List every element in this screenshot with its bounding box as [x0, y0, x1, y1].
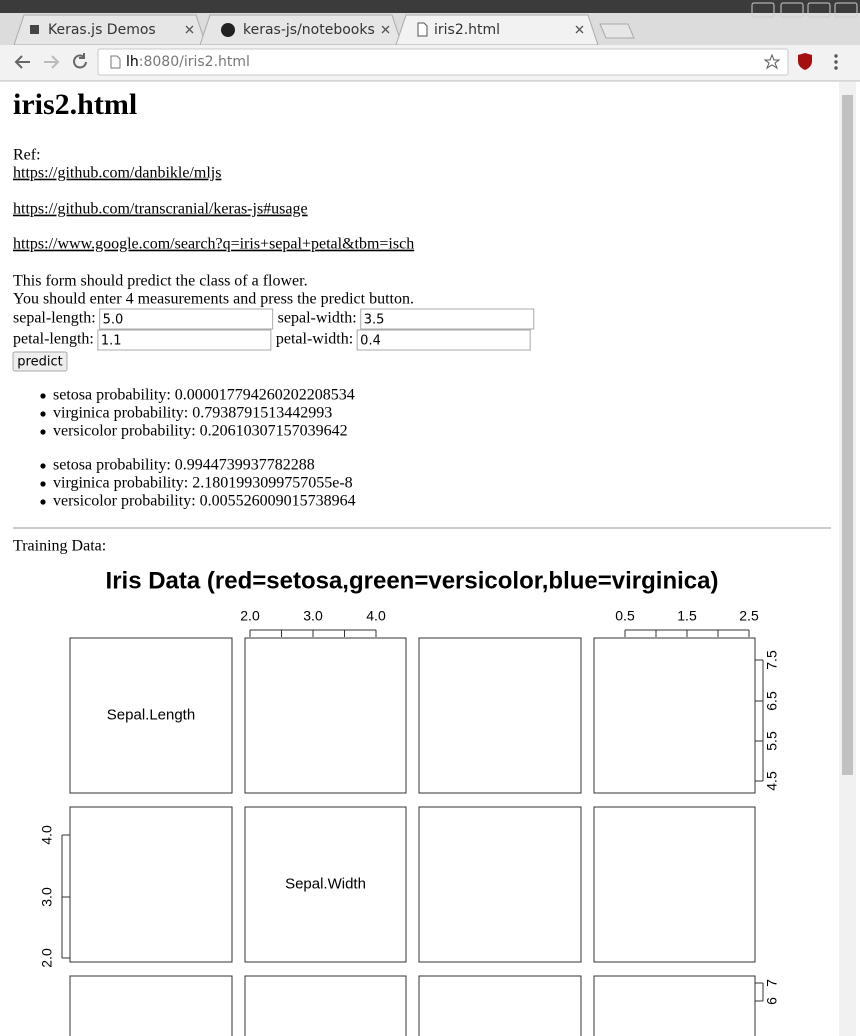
bullet — [40, 481, 46, 487]
page-icon — [110, 55, 121, 69]
tab-icon — [417, 22, 428, 37]
input-value: 0.4 — [360, 334, 381, 349]
axis-tick-label: 7.5 — [764, 650, 780, 670]
tab-icon — [30, 25, 39, 34]
tab-icon — [221, 23, 235, 37]
result-item: setosa probability: 0.9944739937782288 — [53, 457, 315, 474]
intro-text: You should enter 4 measurements and pres… — [13, 291, 414, 308]
panel-frame — [69, 975, 233, 1036]
text-input[interactable] — [97, 329, 272, 351]
input-value: 1.1 — [101, 334, 122, 349]
link[interactable]: https://github.com/transcranial/keras-js… — [13, 201, 308, 218]
panel-frame — [418, 637, 582, 794]
nav-buttons[interactable] — [14, 53, 87, 69]
axis-tick-label: 2.0 — [240, 608, 260, 624]
window-buttons — [751, 2, 858, 18]
link[interactable]: https://github.com/danbikle/mljs — [13, 165, 221, 182]
intro-text: This form should predict the class of a … — [13, 273, 308, 290]
page-heading: iris2.html — [13, 88, 137, 121]
panel-frame — [69, 637, 233, 794]
bookmark-star[interactable] — [763, 53, 781, 70]
axis-tick-label: 4.0 — [366, 608, 386, 624]
axis-tick-label: 1.5 — [677, 608, 697, 624]
axis-tick-label: 0.5 — [615, 608, 635, 624]
panel-label: Sepal.Length — [107, 706, 195, 723]
panel-frame — [244, 975, 407, 1036]
axis-tick-label: 4.5 — [764, 771, 780, 791]
bullet — [40, 429, 46, 435]
tab-title: keras-js/notebooks — [243, 22, 375, 38]
axis-tick-label: 2.0 — [39, 948, 55, 968]
tab-title: Keras.js Demos — [48, 22, 156, 38]
bullet — [40, 463, 46, 469]
axis-tick-label: 3.0 — [39, 887, 55, 907]
ref-label: Ref: — [13, 147, 41, 164]
panel-frame — [244, 806, 407, 963]
menu-button[interactable] — [834, 54, 838, 70]
panel-label: Sepal.Width — [285, 875, 366, 892]
bullet — [40, 393, 46, 399]
axis-tick-label: 2.5 — [739, 608, 759, 624]
panel-frame — [593, 637, 756, 794]
scrollbar-thumb[interactable] — [842, 95, 853, 775]
panel-frame — [593, 975, 756, 1036]
axis-tick-label: 4.0 — [39, 825, 55, 845]
panel-frame — [418, 806, 582, 963]
url-host: lh — [126, 54, 139, 70]
axis-tick-label: 3.0 — [303, 608, 323, 624]
result-item: versicolor probability: 0.00552600901573… — [53, 493, 356, 510]
link[interactable]: https://www.google.com/search?q=iris+sep… — [13, 236, 414, 253]
url-path: :8080/iris2.html — [139, 54, 250, 70]
axis-tick-label: 6 — [764, 997, 780, 1005]
tab-close-icons[interactable] — [185, 25, 584, 34]
result-item: virginica probability: 0.793879151344299… — [53, 405, 332, 422]
tab-title: iris2.html — [434, 22, 500, 38]
panel-frame — [418, 975, 582, 1036]
result-item: virginica probability: 2.180199309975705… — [53, 475, 353, 492]
panel-frame — [244, 637, 407, 794]
axis-tick-label: 7 — [764, 979, 780, 987]
result-item: setosa probability: 0.000017794260202208… — [53, 387, 355, 404]
field-label: petal-length: — [13, 331, 94, 348]
new-tab-button[interactable] — [599, 23, 635, 39]
text-input[interactable] — [360, 308, 535, 330]
training-label: Training Data: — [13, 538, 106, 555]
field-label: petal-width: — [276, 331, 353, 348]
panel-frame — [593, 806, 756, 963]
predict-button[interactable] — [12, 351, 68, 372]
axis-tick-label: 5.5 — [764, 731, 780, 751]
field-label: sepal-width: — [278, 310, 357, 327]
button-label: predict — [17, 355, 62, 370]
input-value: 5.0 — [103, 313, 124, 328]
input-value: 3.5 — [364, 313, 385, 328]
field-label: sepal-length: — [13, 310, 96, 327]
figure-title: Iris Data (red=setosa,green=versicolor,b… — [106, 567, 719, 594]
text-input[interactable] — [356, 329, 531, 351]
bullet — [40, 411, 46, 417]
text-input[interactable] — [99, 308, 274, 330]
result-item: versicolor probability: 0.20610307157039… — [53, 423, 348, 440]
bullet — [40, 499, 46, 505]
address-bar[interactable] — [97, 48, 789, 76]
axis-tick-label: 6.5 — [764, 691, 780, 711]
extension-icon[interactable] — [798, 53, 812, 70]
panel-frame — [69, 806, 233, 963]
